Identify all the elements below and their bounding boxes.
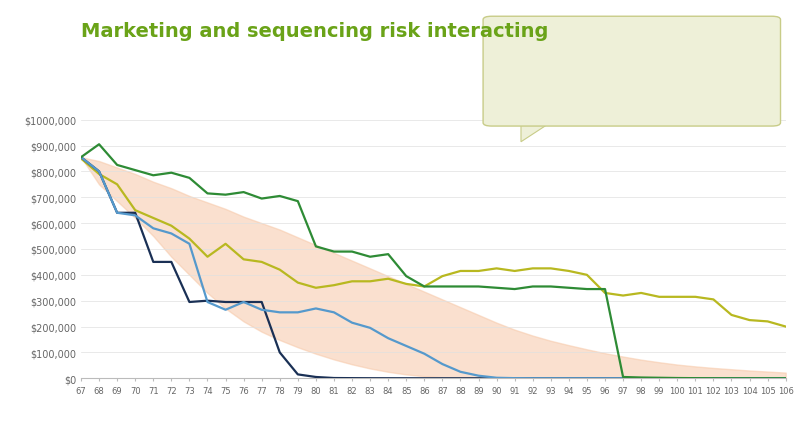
Text: Illustration of ABP alone strategy
over retirement based on
different market sce: Illustration of ABP alone strategy over … bbox=[509, 31, 693, 68]
Polygon shape bbox=[521, 123, 550, 142]
Text: Marketing and sequencing risk interacting: Marketing and sequencing risk interactin… bbox=[81, 22, 548, 40]
Polygon shape bbox=[524, 121, 548, 123]
FancyBboxPatch shape bbox=[483, 17, 781, 127]
